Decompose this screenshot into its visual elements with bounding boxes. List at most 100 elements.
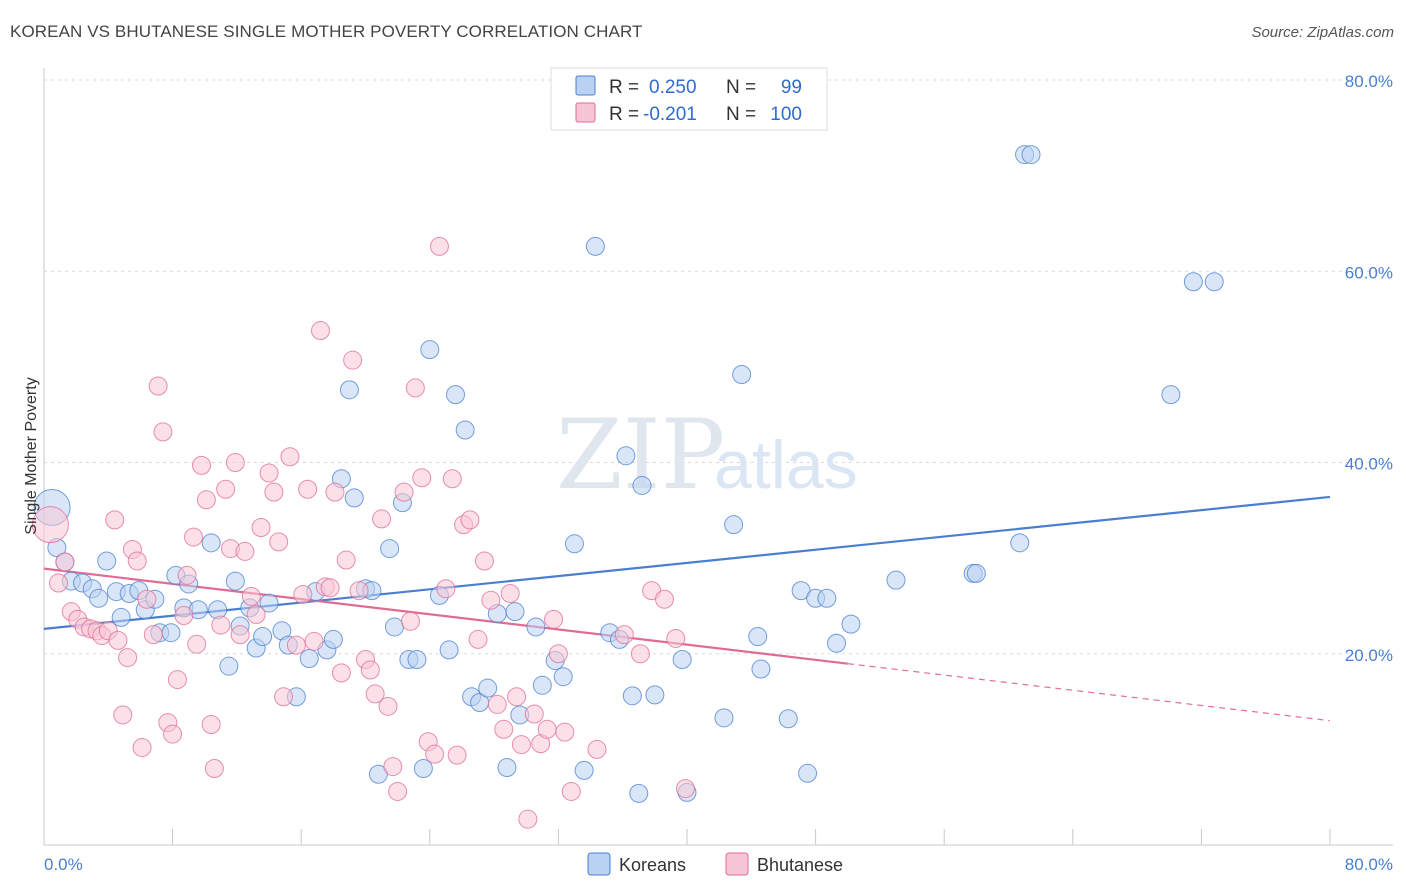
data-point [201, 715, 221, 735]
data-point [264, 482, 284, 502]
y-tick-label: 60.0% [1345, 263, 1393, 282]
data-point [632, 475, 652, 495]
tick-labels: 20.0% 40.0% 60.0% 80.0% 0.0% 80.0% [44, 72, 1393, 874]
legend-r-label-1: R = [609, 77, 639, 98]
data-point [507, 687, 527, 707]
y-tick-label: 40.0% [1345, 455, 1393, 474]
data-point [401, 611, 421, 631]
data-point [1021, 145, 1041, 165]
data-point [826, 633, 846, 653]
data-point [630, 644, 650, 664]
data-point [89, 588, 109, 608]
series-swatch-bhutanese [725, 852, 749, 876]
data-point [299, 649, 319, 669]
data-point [349, 581, 369, 601]
data-point [629, 783, 649, 803]
data-point [163, 724, 183, 744]
x-tick-label-max: 80.0% [1345, 855, 1393, 874]
watermark-atlas: atlas [714, 427, 858, 503]
data-point [1010, 533, 1030, 553]
data-point [378, 696, 398, 716]
data-point [384, 617, 404, 637]
data-point [407, 649, 427, 669]
legend-swatch-bhutanese [575, 102, 596, 123]
data-point [208, 600, 228, 620]
data-point [298, 479, 318, 499]
data-point [886, 570, 906, 590]
series-label-koreans: Koreans [619, 855, 686, 875]
data-point [365, 684, 385, 704]
data-point [383, 757, 403, 777]
data-point [286, 635, 306, 655]
data-point [622, 686, 642, 706]
data-point [672, 649, 692, 669]
data-point [587, 739, 607, 759]
series-koreans [33, 107, 1224, 803]
data-point [1183, 272, 1203, 292]
data-point [425, 744, 445, 764]
y-axis-label: Single Mother Poverty [23, 377, 40, 534]
data-point [246, 605, 266, 625]
data-point [778, 709, 798, 729]
data-point [360, 660, 380, 680]
legend-r-value-1: 0.250 [649, 77, 697, 98]
data-point [537, 719, 557, 739]
legend-n-label-2: N = [726, 104, 756, 125]
data-point [474, 551, 494, 571]
data-point [732, 365, 752, 385]
data-point [751, 659, 771, 679]
trend-line-koreans [43, 495, 1331, 630]
source-label: Source: ZipAtlas.com [1251, 24, 1394, 41]
data-point [412, 468, 432, 488]
data-point [439, 640, 459, 660]
data-point [325, 482, 345, 502]
data-point [153, 422, 173, 442]
data-point [192, 455, 212, 475]
data-point [518, 809, 538, 829]
chart-title: KOREAN VS BHUTANESE SINGLE MOTHER POVERT… [10, 22, 643, 41]
data-point [196, 490, 216, 510]
data-point [235, 541, 255, 561]
data-points [31, 107, 1224, 829]
legend-n-value-1: 99 [781, 77, 802, 98]
data-point [323, 629, 343, 649]
data-point [55, 552, 75, 572]
data-point [148, 376, 168, 396]
data-point [1204, 272, 1224, 292]
series-swatch-koreans [587, 852, 611, 876]
data-point [211, 615, 231, 635]
trend-lines [43, 495, 1331, 722]
data-point [420, 340, 440, 360]
data-point [187, 634, 207, 654]
data-point [274, 687, 294, 707]
data-point [447, 745, 467, 765]
data-point [526, 617, 546, 637]
data-point [841, 614, 861, 634]
data-point [251, 518, 271, 538]
data-point [336, 550, 356, 570]
data-point [259, 463, 279, 483]
data-point [500, 584, 520, 604]
data-point [388, 781, 408, 801]
series-bhutanese [31, 236, 695, 829]
x-tick-label-min: 0.0% [44, 855, 83, 874]
data-point [511, 735, 531, 755]
data-point [532, 675, 552, 695]
data-point [259, 593, 279, 613]
data-point [497, 758, 517, 778]
data-point [487, 694, 507, 714]
data-point [666, 628, 686, 648]
data-point [494, 719, 514, 739]
data-point [561, 781, 581, 801]
data-point [143, 625, 163, 645]
data-point [343, 350, 363, 370]
data-point [455, 420, 475, 440]
data-point [204, 759, 224, 778]
data-point [174, 606, 194, 625]
data-point [724, 515, 744, 535]
data-point [616, 446, 636, 466]
data-point [446, 385, 466, 405]
data-point [714, 708, 734, 728]
data-point [339, 380, 359, 400]
